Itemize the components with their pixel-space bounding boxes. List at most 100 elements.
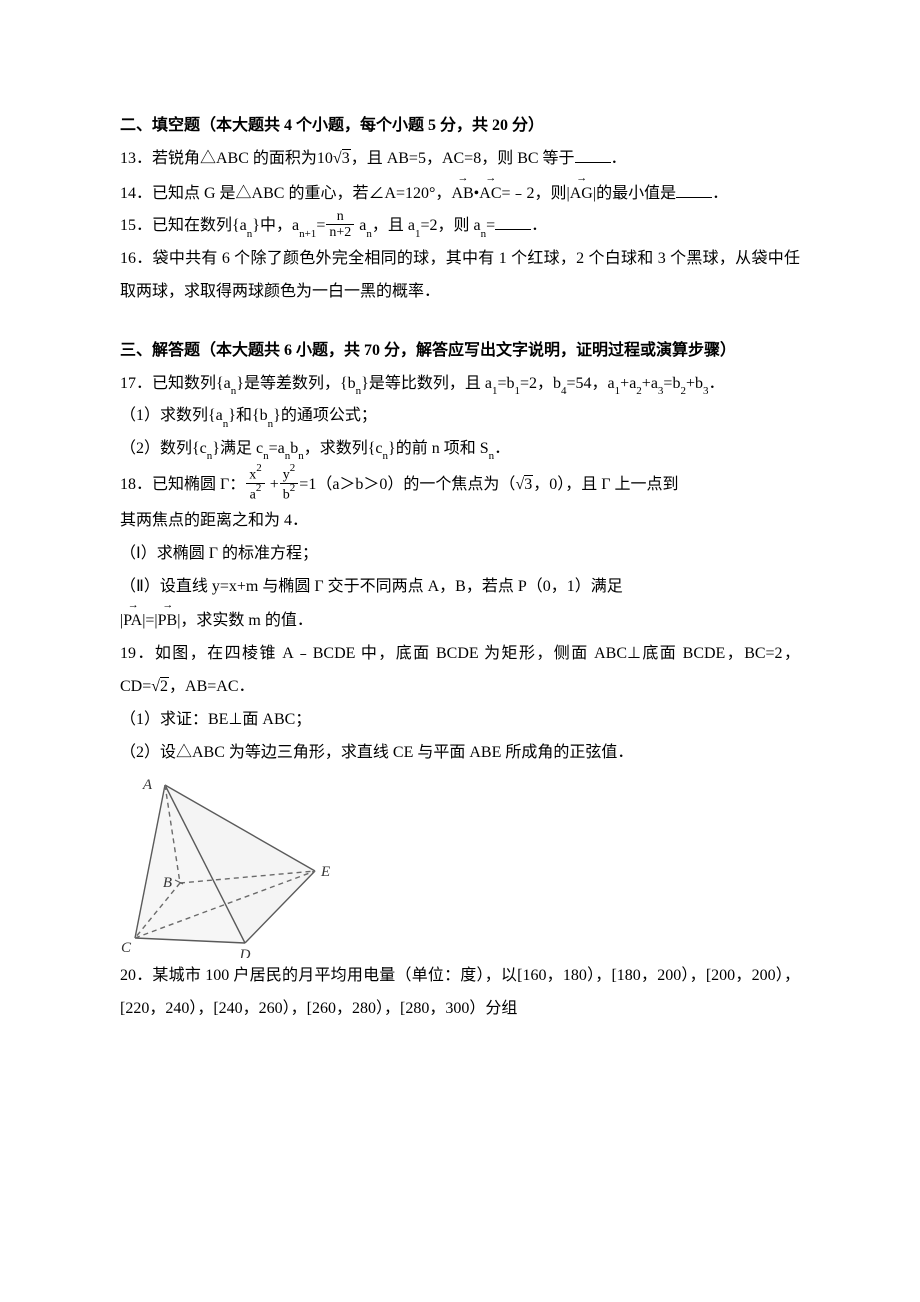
q17-b: }是等差数列，{b	[236, 375, 355, 392]
q13-sqrt-body: 3	[342, 149, 351, 168]
vec-pa: PA	[123, 603, 142, 638]
q15-sub-1: 1	[415, 228, 421, 240]
q15-f: =	[486, 217, 495, 234]
q17-s3a: 3	[658, 385, 664, 397]
q14-b: |的最小值是	[593, 185, 676, 202]
q18-frac2: y2b2	[280, 464, 299, 503]
q17s1-a: （1）求数列{a	[120, 407, 223, 424]
q15-eq: =	[316, 217, 325, 234]
q18-c: ，0），且 Γ 上一点到	[533, 476, 678, 493]
q13-text-b: ，且 AB=5，AC=8，则 BC 等于	[351, 150, 575, 167]
q15-a: 15．已知在数列{a	[120, 217, 247, 234]
question-19-sub1: （1）求证：BE⊥面 ABC；	[120, 704, 800, 737]
q17s1-n1: n	[223, 418, 229, 430]
q17-s1c: 1	[615, 385, 621, 397]
question-18-sub2b: |PA|=|PB|，求实数 m 的值．	[120, 603, 800, 638]
q19-sqrt: √2	[151, 678, 169, 695]
svg-text:B: B	[163, 875, 172, 891]
q17-c: }是等比数列，且 a	[361, 375, 492, 392]
q17s2-n3: n	[285, 450, 291, 462]
question-18-line2: 其两焦点的距离之和为 4．	[120, 505, 800, 538]
q18-a: 18．已知椭圆 Γ：	[120, 476, 245, 493]
q17s1-c: }的通项公式；	[273, 407, 377, 424]
q17-f: =54，a	[567, 375, 615, 392]
q18-y2: y2	[280, 464, 299, 483]
q17-k: ．	[708, 375, 724, 392]
q18-b: =1（a＞b＞0）的一个焦点为（	[299, 476, 515, 493]
q15-c: a	[355, 217, 366, 234]
pyramid-diagram: ABCDE	[120, 773, 330, 958]
question-17-sub2: （2）数列{cn}满足 cn=anbn，求数列{cn}的前 n 项和 Sn．	[120, 433, 800, 466]
question-18: 18．已知椭圆 Γ：x2a2 +y2b2=1（a＞b＞0）的一个焦点为（√3，0…	[120, 466, 800, 505]
q18-plus: +	[266, 476, 279, 493]
q17s2-e: ，求数列{c	[304, 440, 383, 457]
vec-ab: AB	[451, 176, 473, 211]
question-16: 16．袋中共有 6 个除了颜色外完全相同的球，其中有 1 个红球，2 个白球和 …	[120, 243, 800, 309]
svg-text:A: A	[142, 777, 153, 793]
q15-d: ，且 a	[372, 217, 415, 234]
q13-text-a: 13．若锐角△ABC 的面积为	[120, 150, 317, 167]
q15-sub-np1: n+1	[299, 228, 316, 240]
section-spacer	[120, 309, 800, 335]
q17s2-g: ．	[494, 440, 510, 457]
q15-b: }中，a	[252, 217, 299, 234]
q15-sub-n1: n	[247, 228, 253, 240]
question-19-sub2: （2）设△ABC 为等边三角形，求直线 CE 与平面 ABE 所成角的正弦值．	[120, 737, 800, 770]
q14-a: 14．已知点 G 是△ABC 的重心，若∠A=120°，	[120, 185, 451, 202]
q15-sub-n2: n	[366, 228, 372, 240]
q17s2-n5: n	[383, 450, 389, 462]
q17s2-f: }的前 n 项和 S	[388, 440, 489, 457]
question-18-sub2a: （Ⅱ）设直线 y=x+m 与椭圆 Γ 交于不同两点 A，B，若点 P（0，1）满…	[120, 571, 800, 604]
vec-ac: AC	[479, 176, 501, 211]
q18-sqrt: √3	[515, 476, 533, 493]
q17-j: +b	[686, 375, 703, 392]
q15-frac: nn+2	[326, 209, 354, 241]
section-3-title: 三、解答题（本大题共 6 小题，共 70 分，解答应写出文字说明，证明过程或演算…	[120, 335, 800, 368]
question-18-sub1: （Ⅰ）求椭圆 Γ 的标准方程；	[120, 538, 800, 571]
q15-frac-num: n	[326, 209, 354, 224]
question-17-sub1: （1）求数列{an}和{bn}的通项公式；	[120, 400, 800, 433]
q17s2-n4: n	[298, 450, 304, 462]
q17s2-b: }满足 c	[212, 440, 263, 457]
q17-g: +a	[620, 375, 636, 392]
q15-e: =2，则 a	[420, 217, 480, 234]
q13-pre-sqrt: 10	[317, 150, 333, 167]
question-19: 19．如图，在四棱锥 A﹣BCDE 中，底面 BCDE 为矩形，侧面 ABC⊥底…	[120, 638, 800, 704]
q17s2-n1: n	[207, 450, 213, 462]
q18-frac1: x2a2	[246, 464, 265, 503]
q18-a2: a2	[246, 483, 265, 503]
svg-text:C: C	[121, 940, 132, 956]
question-17: 17．已知数列{an}是等差数列，{bn}是等比数列，且 a1=b1=2，b4=…	[120, 368, 800, 401]
q17s1-n2: n	[268, 418, 274, 430]
q18s2-c: |=|	[142, 612, 157, 629]
q17-sn2: n	[356, 385, 362, 397]
q17-i: =b	[663, 375, 680, 392]
q17-s1a: 1	[492, 385, 498, 397]
q13-sqrt: 10√3	[317, 150, 351, 167]
q17s2-n2: n	[263, 450, 269, 462]
q17-s2a: 2	[636, 385, 642, 397]
q19-sqrt-body: 2	[160, 677, 169, 696]
q17-d: =b	[497, 375, 514, 392]
q17s2-n6: n	[489, 450, 495, 462]
q17s2-c: =a	[269, 440, 285, 457]
q14-c: ．	[712, 185, 728, 202]
q18-x2: x2	[246, 464, 265, 483]
q13-blank	[575, 147, 611, 162]
q17-h: +a	[642, 375, 658, 392]
q15-blank	[495, 215, 531, 230]
q14-eq: =﹣2，则|	[502, 185, 570, 202]
q17-sn1: n	[231, 385, 237, 397]
q17-a: 17．已知数列{a	[120, 375, 231, 392]
question-15: 15．已知在数列{an}中，an+1=nn+2 an，且 a1=2，则 an=．	[120, 210, 800, 243]
vec-pb: PB	[158, 603, 178, 638]
page-container: 二、填空题（本大题共 4 个小题，每个小题 5 分，共 20 分） 13．若锐角…	[0, 0, 920, 1302]
svg-text:D: D	[239, 947, 251, 958]
question-14: 14．已知点 G 是△ABC 的重心，若∠A=120°，AB•AC=﹣2，则|A…	[120, 176, 800, 211]
q18-b2: b2	[280, 483, 299, 503]
q17-e: =2，b	[520, 375, 561, 392]
section-2-title: 二、填空题（本大题共 4 个小题，每个小题 5 分，共 20 分）	[120, 110, 800, 143]
q17-s3b: 3	[703, 385, 709, 397]
q13-text-c: ．	[611, 150, 627, 167]
q14-blank	[676, 182, 712, 197]
